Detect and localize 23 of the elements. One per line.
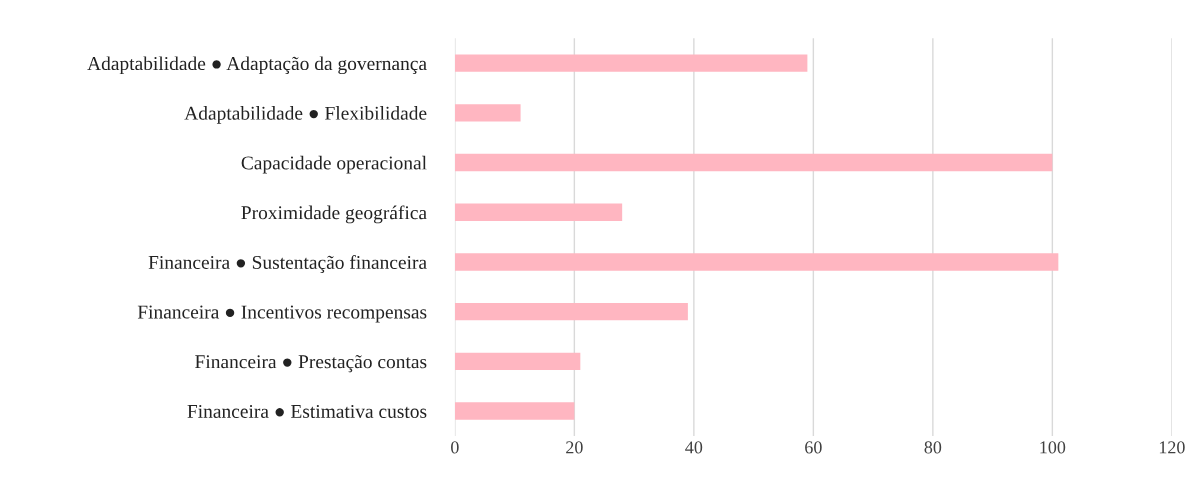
y-tick-label: Capacidade operacional — [241, 155, 427, 174]
x-tick-label: 120 — [1159, 441, 1185, 454]
bar — [454, 54, 808, 72]
x-tick-label: 100 — [1040, 441, 1066, 454]
x-tick-label: 20 — [566, 441, 583, 454]
bar — [454, 302, 688, 321]
bar — [454, 352, 581, 371]
bar — [454, 153, 1053, 172]
x-tick-label: 80 — [924, 441, 942, 454]
bar — [454, 402, 575, 420]
y-tick-label: Adaptabilidade ● Adaptação da governança — [87, 56, 427, 75]
y-tick-label: Adaptabilidade ● Flexibilidade — [184, 106, 427, 124]
bar — [454, 104, 521, 122]
y-tick-label: Financeira ● Estimativa custos — [187, 404, 427, 418]
bar — [454, 253, 1059, 271]
bar — [454, 203, 623, 221]
y-tick-label: Financeira ● Prestação contas — [195, 354, 427, 373]
x-tick-label: 0 — [451, 441, 459, 454]
y-tick-label: Financeira ● Sustentação financeira — [148, 255, 427, 273]
x-tick-label: 60 — [805, 441, 822, 454]
x-tick-label: 40 — [685, 441, 703, 454]
y-tick-label: Proximidade geográfica — [241, 205, 427, 224]
y-tick-label: Financeira ● Incentivos recompensas — [137, 305, 427, 323]
